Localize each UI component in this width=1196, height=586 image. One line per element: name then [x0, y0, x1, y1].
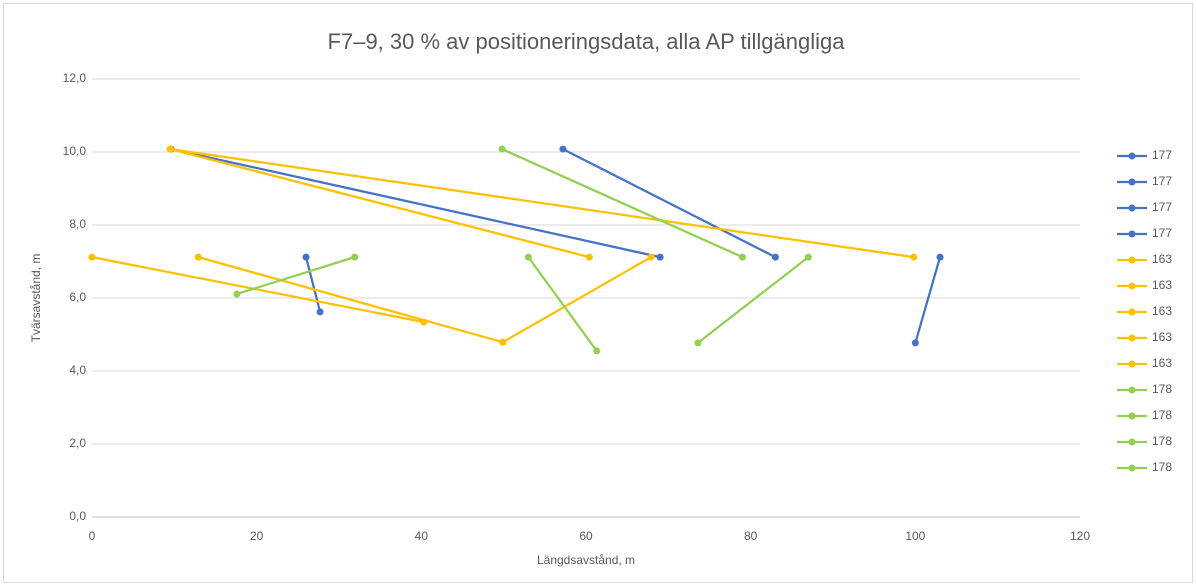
series-line [91, 256, 425, 324]
data-point [499, 338, 507, 346]
data-point [316, 308, 324, 316]
data-point [233, 290, 241, 298]
data-point [910, 253, 918, 261]
data-point [351, 253, 359, 261]
legend-label: 178 [1152, 408, 1172, 422]
data-point [694, 339, 702, 347]
data-point [647, 253, 655, 261]
y-tick-label: 12,0 [63, 71, 87, 85]
legend-marker [1128, 204, 1136, 212]
data-point [559, 145, 567, 153]
legend-marker [1128, 256, 1136, 264]
series-line [236, 256, 355, 296]
legend-marker [1128, 438, 1136, 446]
data-point [88, 253, 96, 261]
data-point [771, 253, 779, 261]
legend-label: 163 [1152, 252, 1172, 266]
series-line [562, 148, 776, 259]
legend-marker [1128, 308, 1136, 316]
data-point [166, 145, 174, 153]
legend-marker [1128, 360, 1136, 368]
data-point [524, 253, 532, 261]
data-point [194, 253, 202, 261]
legend-label: 163 [1152, 356, 1172, 370]
series-line [197, 256, 504, 344]
x-tick-label: 120 [1070, 529, 1090, 543]
legend-label: 178 [1152, 460, 1172, 474]
y-axis-label: Tvärsavstånd, m [29, 254, 43, 343]
data-point [911, 339, 919, 347]
x-tick-label: 0 [89, 529, 96, 543]
x-axis-label: Längdsavstånd, m [537, 553, 635, 567]
series-line [527, 256, 598, 352]
x-tick-label: 20 [250, 529, 264, 543]
x-tick-label: 40 [415, 529, 429, 543]
y-tick-label: 2,0 [69, 436, 86, 450]
data-point [936, 253, 944, 261]
data-point [738, 253, 746, 261]
data-point [593, 347, 601, 355]
legend-marker [1128, 152, 1136, 160]
series-line [501, 148, 743, 259]
x-tick-label: 60 [579, 529, 593, 543]
legend-label: 177 [1152, 174, 1172, 188]
data-point [498, 145, 506, 153]
chart-border [3, 3, 1193, 583]
x-tick-label: 80 [744, 529, 758, 543]
legend-label: 163 [1152, 278, 1172, 292]
legend-marker [1128, 412, 1136, 420]
legend-label: 163 [1152, 304, 1172, 318]
chart-title: F7–9, 30 % av positioneringsdata, alla A… [328, 29, 846, 54]
series-line [170, 147, 661, 259]
series-line [170, 147, 914, 259]
series-line [169, 147, 590, 259]
series-line [697, 256, 809, 344]
legend-marker [1128, 464, 1136, 472]
data-point [585, 253, 593, 261]
legend-label: 178 [1152, 434, 1172, 448]
legend-marker [1128, 230, 1136, 238]
data-point [656, 253, 664, 261]
legend-marker [1128, 386, 1136, 394]
y-tick-label: 10,0 [63, 144, 87, 158]
legend-marker [1128, 282, 1136, 290]
legend-label: 177 [1152, 200, 1172, 214]
series-line [914, 256, 942, 344]
x-tick-label: 100 [905, 529, 925, 543]
legend-marker [1128, 178, 1136, 186]
legend-label: 163 [1152, 330, 1172, 344]
legend-label: 177 [1152, 226, 1172, 240]
legend-marker [1128, 334, 1136, 342]
y-tick-label: 4,0 [69, 363, 86, 377]
y-tick-label: 0,0 [69, 509, 86, 523]
data-point [804, 253, 812, 261]
data-point [302, 253, 310, 261]
y-tick-label: 8,0 [69, 217, 86, 231]
series-line [304, 256, 322, 313]
legend-label: 178 [1152, 382, 1172, 396]
series-line [502, 256, 652, 344]
legend-label: 177 [1152, 148, 1172, 162]
y-tick-label: 6,0 [69, 290, 86, 304]
